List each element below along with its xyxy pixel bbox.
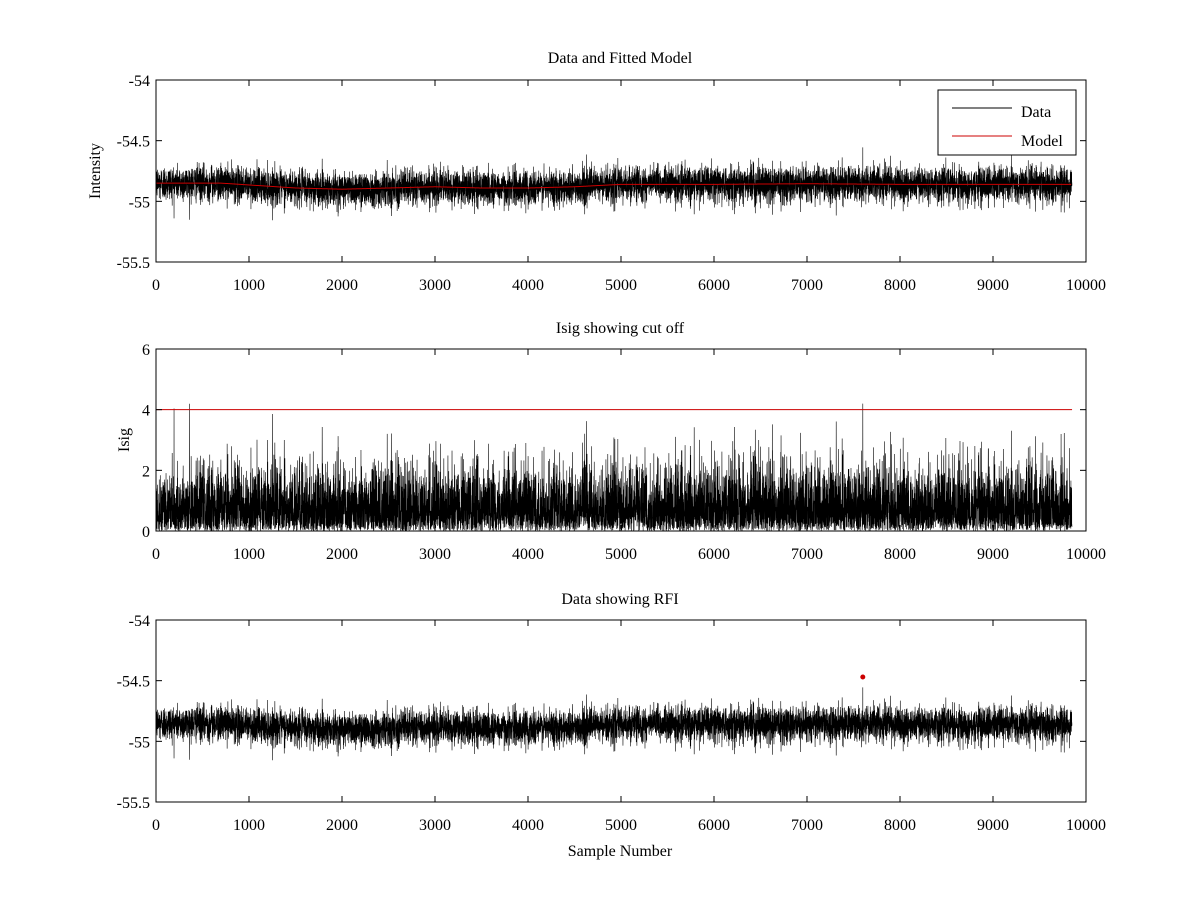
panel-1-xtick-label: 8000	[884, 277, 916, 294]
panel-2-title: Isig showing cut off	[556, 320, 685, 337]
panel-1-xtick-label: 9000	[977, 277, 1009, 294]
panel-1: Data and Fitted Model Intensity 0 1000 200…	[87, 50, 1106, 294]
panel-2-ytick-label: 6	[142, 342, 150, 359]
panel-2-xtick-label: 9000	[977, 546, 1009, 563]
panel-1-ytick-label: -55.5	[117, 255, 150, 272]
panel-3-xtick-label: 4000	[512, 817, 544, 834]
panel-3-ytick-label: -55	[129, 734, 150, 751]
panel-1-ylabel: Intensity	[87, 143, 104, 199]
legend-model-label: Model	[1021, 133, 1063, 150]
panel-1-ytick-label: -55	[129, 194, 150, 211]
panel-2-xtick-label: 2000	[326, 546, 358, 563]
panel-3-title: Data showing RFI	[561, 591, 678, 608]
panel-3-xlabel: Sample Number	[568, 843, 673, 860]
panel-1-model-line	[156, 182, 1072, 190]
panel-2-xtick-label: 4000	[512, 546, 544, 563]
panel-1-xtick-label: 2000	[326, 277, 358, 294]
panel-3-xtick-label: 10000	[1066, 817, 1106, 834]
panel-1-data-line	[155, 147, 1073, 221]
panel-1-xtick-label: 0	[152, 277, 160, 294]
panel-3: Data showing RFI Sample Number 0 1000 2000…	[117, 591, 1106, 860]
panel-1-plot-area	[155, 147, 1073, 221]
panel-2-xtick-label: 5000	[605, 546, 637, 563]
legend: Data Model	[937, 89, 1077, 156]
panel-3-xtick-label: 7000	[791, 817, 823, 834]
panel-3-rfi-marker	[860, 674, 866, 680]
panel-2-ylabel: Isig	[116, 428, 133, 452]
panel-3-xtick-label: 6000	[698, 817, 730, 834]
panel-1-xtick-label: 4000	[512, 277, 544, 294]
panel-2-ytick-label: 0	[142, 524, 150, 541]
panel-2-xtick-label: 8000	[884, 546, 916, 563]
panel-2-xtick-label: 3000	[419, 546, 451, 563]
panel-3-xtick-label: 1000	[233, 817, 265, 834]
panel-2-xtick-label: 0	[152, 546, 160, 563]
panel-1-xtick-label: 6000	[698, 277, 730, 294]
panel-3-data-line	[155, 687, 1073, 761]
panel-1-xtick-label: 5000	[605, 277, 637, 294]
panel-1-xtick-label: 3000	[419, 277, 451, 294]
panel-3-xtick-label: 0	[152, 817, 160, 834]
panel-3-xtick-label: 9000	[977, 817, 1009, 834]
panel-3-plot-area	[155, 674, 1073, 761]
panel-1-axes-frame	[155, 79, 1087, 263]
panel-3-axes-frame	[155, 619, 1087, 803]
panel-2-ytick-label: 2	[142, 463, 150, 480]
panel-2-axes-frame	[155, 348, 1087, 532]
panel-3-xtick-label: 3000	[419, 817, 451, 834]
panel-3-ytick-label: -55.5	[117, 795, 150, 812]
panel-2-data-line	[155, 403, 1073, 532]
panel-2-ticks: 0 1000 2000 3000 4000 5000 6000 7000 8000 9000 100…	[142, 342, 1106, 563]
panel-2-plot-area	[155, 403, 1073, 532]
panel-3-ytick-label: -54	[129, 613, 150, 630]
panel-1-ytick-label: -54.5	[117, 134, 150, 151]
panel-3-xtick-label: 5000	[605, 817, 637, 834]
legend-data-label: Data	[1021, 104, 1051, 121]
panel-1-ytick-label: -54	[129, 73, 150, 90]
panel-1-title: Data and Fitted Model	[548, 50, 693, 67]
panel-3-ytick-label: -54.5	[117, 674, 150, 691]
panel-2-xtick-label: 7000	[791, 546, 823, 563]
panel-3-xtick-label: 2000	[326, 817, 358, 834]
panel-2-ytick-label: 4	[142, 403, 150, 420]
legend-box	[937, 89, 1077, 156]
panel-2-xtick-label: 6000	[698, 546, 730, 563]
panel-1-xtick-label: 7000	[791, 277, 823, 294]
panel-2-xtick-label: 10000	[1066, 546, 1106, 563]
panel-1-xtick-label: 1000	[233, 277, 265, 294]
panel-3-ticks: 0 1000 2000 3000 4000 5000 6000 7000 8000 9000 100…	[117, 613, 1106, 834]
panel-2: Isig showing cut off Isig 0 1000 2000 3000 4…	[116, 320, 1106, 563]
panel-1-xtick-label: 10000	[1066, 277, 1106, 294]
panel-2-xtick-label: 1000	[233, 546, 265, 563]
panel-3-xtick-label: 8000	[884, 817, 916, 834]
panel-1-ticks: 0 1000 2000 3000 4000 5000 6000 7000 8000 9000 100…	[117, 73, 1106, 294]
